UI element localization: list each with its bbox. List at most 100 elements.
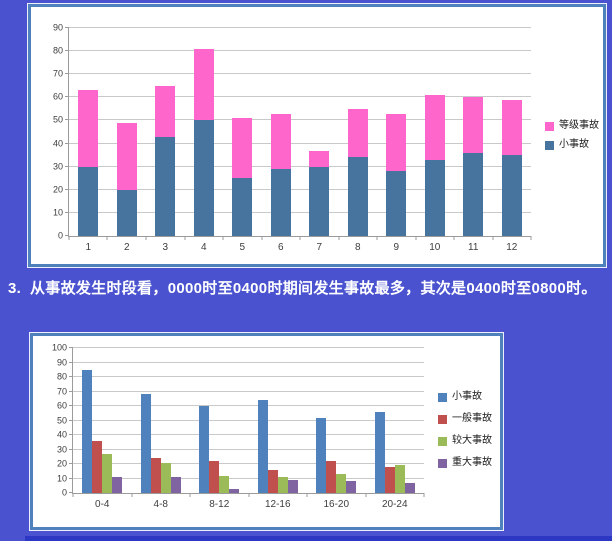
y-axis-tick-label: 10 [56,473,67,483]
x-axis-tick [338,236,339,240]
y-axis-tick [65,188,69,190]
x-axis-tick [145,236,147,240]
y-axis-tick-label: 70 [52,68,63,79]
bar-minor-accident [374,411,385,493]
y-axis-tick-label: 40 [56,429,67,440]
y-axis-tick [69,361,73,363]
legend-item-graded-accident: 等级事故 [545,121,599,131]
bar-segment-graded-accident [116,122,137,190]
gridline [73,390,424,392]
y-axis-tick-label: 30 [56,444,67,454]
gridline [73,434,424,435]
time-period-accidents-chart-panel: 0 10 20 30 40 50 60 70 80 90 100 0-4 4-8 8-12 12-16 16-… [30,333,503,530]
monthly-accidents-legend: 等级事故小事故 [545,121,599,150]
bar-segment-graded-accident [501,99,522,156]
y-axis-tick-label: 50 [52,114,63,125]
y-axis-tick-label: 0 [61,487,67,498]
x-axis-category-label: 11 [468,242,479,253]
y-axis-tick [65,50,69,52]
legend-swatch-minor-accident [438,392,447,402]
x-axis-tick [530,236,532,240]
y-axis-tick [69,419,73,421]
legend-label: 较大事故 [452,435,492,446]
bar-segment-minor-accident [386,171,407,236]
legend-swatch-ordinary-accident [438,414,447,424]
bar-segment-minor-accident [78,166,99,236]
bar-major-accident [287,479,298,493]
legend-item-ordinary-accident: 一般事故 [438,414,492,424]
y-axis-tick [69,448,73,450]
gridline [69,165,531,167]
y-axis-tick-label: 10 [52,207,63,218]
x-axis-tick [365,493,366,497]
bar-larger-accident [219,475,230,493]
legend-label: 重大事故 [452,457,492,468]
legend-swatch-major-accident [438,458,447,468]
gridline [73,347,424,348]
bar-minor-accident [199,406,210,493]
bar-larger-accident [394,465,405,493]
gridline [69,211,531,213]
bar-segment-graded-accident [193,48,214,121]
bar-major-accident [404,482,415,493]
bar-segment-minor-accident [193,120,214,236]
legend-item-minor-accident: 小事故 [545,140,599,150]
bar-segment-minor-accident [463,152,484,236]
legend-item-major-accident: 重大事故 [438,458,492,468]
y-axis-tick-label: 40 [52,138,63,149]
y-axis-tick [65,119,69,121]
y-axis-tick [65,211,69,213]
legend-label: 等级事故 [559,120,599,131]
bottom-divider-rule [25,536,612,541]
x-axis-category-label: 5 [239,242,246,253]
x-axis-category-label: 4-8 [153,499,168,510]
gridline [69,119,531,121]
y-axis-tick [69,376,73,377]
legend-label: 一般事故 [452,413,492,424]
legend-item-minor-accident: 小事故 [438,392,492,402]
bar-ordinary-accident [326,461,337,493]
gridline [73,405,424,406]
y-axis-tick-label: 60 [52,91,63,102]
y-axis-tick [69,405,73,406]
bar-segment-minor-accident [347,157,368,236]
bar-ordinary-accident [384,466,395,493]
bar-minor-accident [140,394,151,493]
bar-segment-minor-accident [155,136,176,236]
bar-segment-graded-accident [78,90,99,167]
x-axis-tick [423,493,425,497]
bar-segment-minor-accident [232,178,253,236]
gridline [73,463,424,464]
x-axis-tick [376,236,378,240]
x-axis-category-label: 9 [393,242,400,253]
y-axis-tick-label: 60 [56,400,67,411]
y-axis-tick-label: 30 [52,161,63,172]
legend-item-larger-accident: 较大事故 [438,436,492,446]
y-axis-tick [69,492,73,493]
x-axis-category-label: 20-24 [381,499,408,510]
x-axis-tick [492,236,493,240]
bar-segment-minor-accident [309,166,330,236]
x-axis-tick [415,236,416,240]
y-axis-tick [65,27,69,28]
finding-3-caption: 3. 从事故发生时段看，0000时至0400时期间发生事故最多，其次是0400时… [8,277,608,300]
x-axis-tick [222,236,224,240]
x-axis-tick [306,493,308,497]
y-axis-tick-label: 70 [56,386,67,396]
x-axis-category-label: 2 [123,242,130,253]
y-axis-tick-label: 90 [52,22,63,33]
x-axis-tick [106,236,108,240]
gridline [69,73,531,75]
x-axis-tick [131,493,132,497]
y-axis-tick [69,477,73,479]
y-axis-tick-label: 20 [52,184,63,195]
y-axis-tick-label: 80 [56,371,67,382]
y-axis-tick-label: 0 [57,230,63,241]
y-axis-tick [69,434,73,435]
x-axis-tick [68,236,70,240]
y-axis-tick-label: 80 [52,45,63,56]
y-axis-tick-label: 90 [56,357,67,367]
x-axis-category-label: 3 [162,242,169,253]
x-axis-category-label: 4 [200,242,207,253]
x-axis-tick [299,236,301,240]
